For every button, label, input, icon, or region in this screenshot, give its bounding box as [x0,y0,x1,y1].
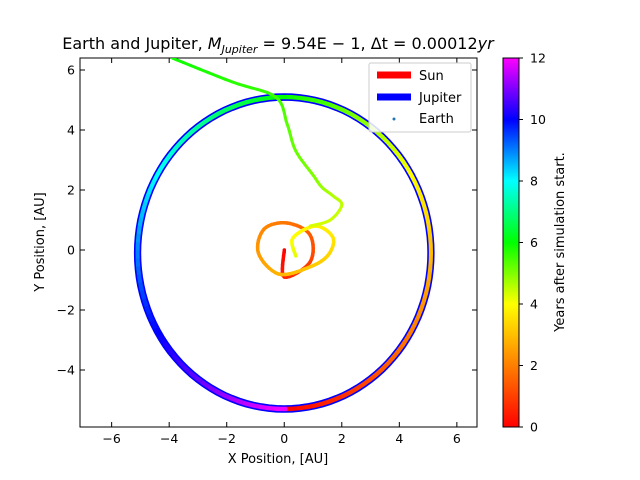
colorbar-tick-label: 8 [530,174,538,189]
earth-trail-segment [206,71,219,78]
y-tick-label: 0 [67,243,75,258]
colorbar-tick-label: 10 [530,112,546,127]
x-ticks: −6 −4 −2 0 2 4 6 [102,58,461,446]
y-axis-label: Y Position, [AU] [33,192,48,293]
y-tick-label: 4 [67,123,75,138]
series-layer [133,58,435,413]
y-tick-label: 6 [67,63,75,78]
colorbar-tick-label: 0 [530,420,538,435]
sun-orbit [255,221,336,279]
colorbar-tick-label: 6 [530,235,538,250]
jupiter-orbit [133,93,435,413]
x-tick-label: −6 [102,431,120,446]
colorbar: 0 2 4 6 8 10 12 Years after simulation start. [502,51,568,435]
earth-trail [170,58,344,228]
chart-title: Earth and Jupiter, MJupiter = 9.54E − 1,… [62,34,495,56]
jupiter-orbit-line [133,93,435,413]
x-axis-label: X Position, [AU] [228,452,328,467]
x-tick-label: 0 [280,431,288,446]
colorbar-tick-label: 2 [530,358,538,373]
plot-frame [79,57,478,428]
x-tick-label: −2 [217,431,235,446]
jupiter-orbit-line [139,99,429,407]
y-ticks: −4 −2 0 2 4 6 [57,63,477,378]
y-tick-label: −4 [57,363,75,378]
x-tick-label: 4 [395,431,403,446]
y-tick-label: −2 [57,303,75,318]
legend-jupiter-label: Jupiter [418,91,462,106]
colorbar-gradient [502,57,520,428]
plot-area: −6 −4 −2 0 2 4 6 −4 −2 0 2 4 6 [57,57,478,446]
legend-earth-label: Earth [419,112,454,127]
legend-sun-label: Sun [419,69,444,84]
colorbar-tick-label: 4 [530,297,538,312]
x-tick-label: 2 [338,431,346,446]
x-tick-label: 6 [453,431,461,446]
colorbar-ticks: 0 2 4 6 8 10 12 [519,51,546,435]
legend: Sun Jupiter Earth [368,62,472,133]
earth-trail-segment [170,58,179,62]
x-tick-label: −4 [160,431,178,446]
legend-frame [368,62,472,133]
y-tick-label: 2 [67,183,75,198]
earth-trail-segment [198,67,210,75]
colorbar-tick-label: 12 [530,51,546,66]
colorbar-label: Years after simulation start. [553,152,568,333]
earth-trail-segment [189,64,202,71]
legend-earth-marker [392,117,396,121]
